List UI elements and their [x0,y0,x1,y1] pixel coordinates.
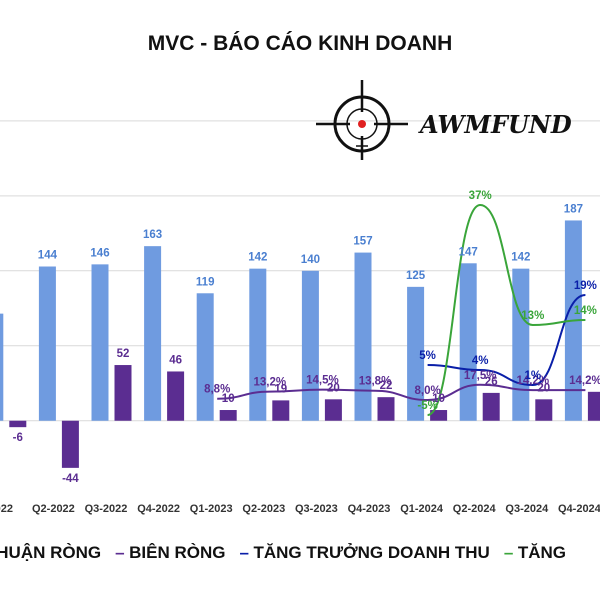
net-profit-bar [587,391,600,421]
legend-marker: – [239,543,248,562]
net-profit-bar [535,399,553,421]
category-label: Q3-2024 [505,503,549,515]
legend-item: TĂNG [518,543,566,562]
net-profit-bar [430,410,448,421]
net-profit-bar [272,400,290,421]
net-profit-label: 20 [327,382,340,394]
legend-item: TĂNG TRƯỞNG DOANH THU [253,543,489,562]
category-label: Q1-2024 [400,503,444,515]
category-label: Q4-2023 [348,503,391,515]
line-label: -5% [417,400,437,412]
net-profit-bar [324,399,342,421]
chart-title: MVC - BÁO CÁO KINH DOANH [148,32,453,55]
logo: AWMFUND [316,80,572,160]
revenue-bar [301,270,319,421]
data-labels: -6 144 -44 146 52 163 46 119 10 142 19 140 20 157 22 12… [13,190,600,485]
legend-item: NHUẬN RÒNG [0,543,101,562]
line-label: 4% [472,355,489,367]
legend: NHUẬN RÒNG–BIÊN RÒNG–TĂNG TRƯỞNG DOANH T… [0,543,566,562]
revenue-bar [91,264,109,421]
net-profit-bar [114,365,132,421]
revenue-bar [0,313,4,421]
net-profit-label: -6 [13,432,23,444]
net-profit-bar [482,392,500,421]
revenue-bar [144,246,162,421]
net-profit-bar [167,371,185,421]
category-label: Q2-2024 [453,503,497,515]
line-label: 13,2% [253,377,286,389]
category-label: Q2-2022 [32,503,75,515]
revenue-bar [512,268,530,421]
legend-item: BIÊN RÒNG [129,543,225,562]
line-label: 19% [574,280,597,292]
line-label: 17,5% [464,370,497,382]
net-profit-label: 19 [274,383,287,395]
revenue-bar [38,266,56,421]
line-label: 8,8% [204,384,230,396]
line-label: 5% [419,350,436,362]
revenue-bars [0,220,582,421]
line-label: 1% [524,370,541,382]
line-label: 14,5% [306,375,339,387]
line-3 [427,294,586,387]
logo-text: AWMFUND [418,110,572,139]
revenue-label: 140 [301,254,320,266]
category-label: Q1-2023 [190,503,233,515]
net-profit-label: 46 [169,354,182,366]
net-profit-bar [9,420,27,428]
line-label: 14% [574,305,597,317]
net-profit-label: 20 [537,382,550,394]
revenue-bar [407,286,425,421]
revenue-bar [459,263,477,421]
line-label: 14,2% [569,375,600,387]
net-profit-label: 52 [117,348,130,360]
gridlines [0,120,600,422]
line-series [217,203,586,416]
line-label: 14,2% [516,375,549,387]
net-profit-bar [61,420,79,468]
category-label: Q2-2023 [242,503,285,515]
category-label: Q3-2022 [85,503,128,515]
line-4 [427,203,586,416]
net-profit-label: 10 [432,393,445,405]
revenue-label: 119 [196,276,215,288]
legend-marker: – [504,543,513,562]
net-profit-label: 26 [485,376,498,388]
revenue-label: 144 [38,250,58,262]
revenue-label: 163 [143,229,162,241]
line-label: 13% [521,310,544,322]
revenue-bar [354,252,372,421]
category-label: Q4-2022 [137,503,180,515]
net-profit-bar [219,410,237,421]
category-label: 2022 [0,503,13,515]
revenue-label: 142 [511,252,530,264]
category-label: Q3-2023 [295,503,338,515]
revenue-label: 187 [564,203,583,215]
net-profit-label: 10 [222,393,235,405]
revenue-label: 142 [248,252,267,264]
revenue-label: 125 [406,270,426,282]
line-2 [217,383,586,402]
revenue-bar [196,293,214,421]
net-profit-label: 22 [380,380,393,392]
line-label: 13,8% [359,376,392,388]
revenue-bar [249,268,267,421]
crosshair-scope-icon [316,80,408,160]
net-profit-bars [9,365,600,468]
revenue-label: 147 [459,246,478,258]
line-label: 8,0% [414,385,440,397]
category-axis: 2022 Q2-2022 Q3-2022 Q4-2022 Q1-2023 Q2-2023 Q… [0,503,600,515]
category-label: Q4-2024 [558,503,600,515]
net-profit-bar [377,397,395,421]
net-profit-label: -44 [62,473,79,485]
revenue-label: 157 [353,236,372,248]
legend-marker: – [115,543,124,562]
revenue-label: 146 [90,247,109,259]
line-label: 37% [469,190,492,202]
